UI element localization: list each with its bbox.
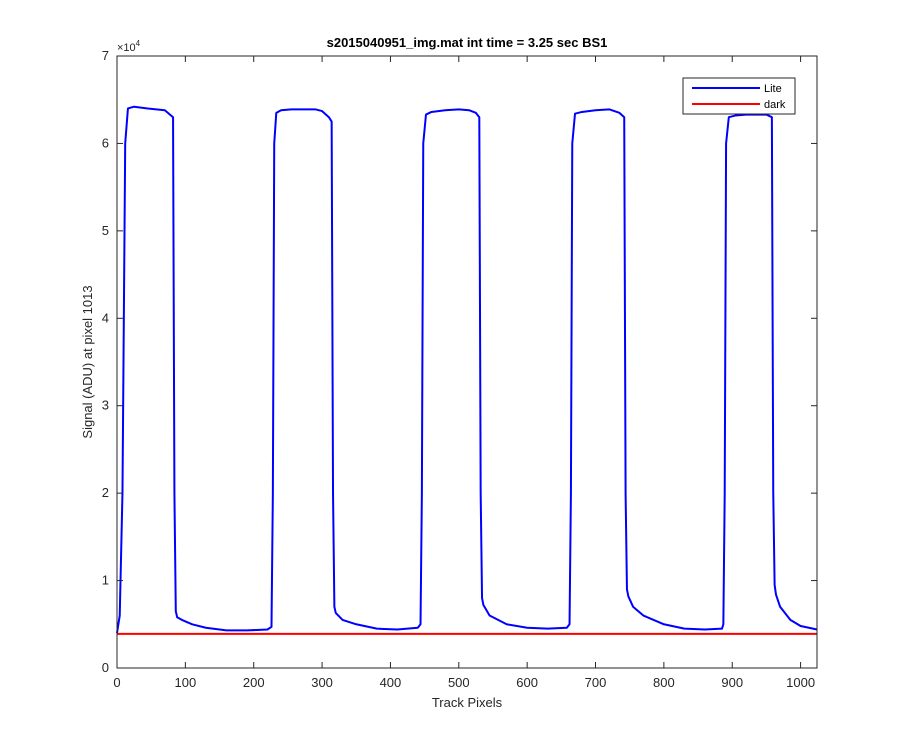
chart-title: s2015040951_img.mat int time = 3.25 sec …: [327, 35, 608, 50]
x-tick-label: 500: [448, 675, 470, 690]
x-tick-label: 200: [243, 675, 265, 690]
x-tick-label: 900: [721, 675, 743, 690]
x-tick-label: 1000: [786, 675, 815, 690]
y-tick-label: 1: [102, 573, 109, 588]
x-tick-label: 700: [585, 675, 607, 690]
axes-frame: [116, 55, 818, 669]
axes-background: [117, 56, 817, 668]
x-tick-label: 600: [516, 675, 538, 690]
x-tick-label: 0: [113, 675, 120, 690]
x-tick-label: 300: [311, 675, 333, 690]
series-layer: [116, 105, 818, 635]
y-tick-label: 2: [102, 485, 109, 500]
x-tick-label: 400: [380, 675, 402, 690]
y-tick-label: 0: [102, 660, 109, 675]
legend-label-lite: Lite: [764, 83, 782, 95]
y-tick-label: 5: [102, 223, 109, 238]
y-tick-label: 3: [102, 398, 109, 413]
plot-area: [117, 56, 817, 668]
x-tick-label: 100: [175, 675, 197, 690]
legend: Lite dark: [682, 77, 796, 115]
y-axis-label: Signal (ADU) at pixel 1013: [80, 285, 95, 438]
y-tick-label: 4: [102, 310, 109, 325]
legend-label-dark: dark: [764, 99, 786, 111]
x-axis-label: Track Pixels: [432, 695, 503, 710]
y-axis-ticks: 0 1 2 3 4 5 6 7: [102, 48, 817, 675]
legend-box: [682, 77, 796, 115]
y-tick-label: 6: [102, 135, 109, 150]
y-exponent-label: ×104: [117, 39, 141, 54]
x-tick-label: 800: [653, 675, 675, 690]
y-tick-label: 7: [102, 48, 109, 63]
x-axis-ticks: 0 100 200 300 400 500 600 700 800 900 1000: [113, 56, 815, 690]
series-line-lite: [116, 105, 818, 634]
